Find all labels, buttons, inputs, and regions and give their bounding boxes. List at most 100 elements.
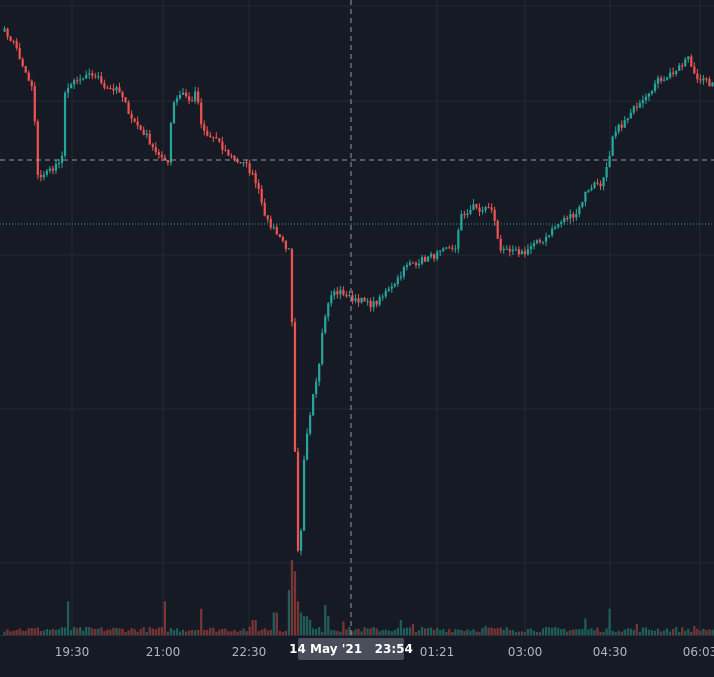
volume-bar bbox=[520, 631, 523, 635]
candle-body bbox=[348, 295, 351, 297]
candle-body bbox=[245, 162, 248, 164]
time-axis[interactable]: 19:30 21:00 22:30 01:21 03:00 04:30 06:03 bbox=[55, 645, 714, 659]
candle-body bbox=[327, 303, 330, 317]
candle-body bbox=[593, 182, 596, 189]
candle-body bbox=[187, 96, 191, 101]
candle-body bbox=[48, 168, 52, 171]
volume-bar bbox=[66, 601, 70, 635]
candle-body bbox=[472, 204, 475, 211]
volume-bar bbox=[632, 629, 635, 635]
candle-body bbox=[6, 28, 9, 37]
volume-bar bbox=[620, 631, 623, 635]
volume-bar bbox=[635, 623, 638, 635]
volume-bar bbox=[638, 631, 641, 635]
candle-body bbox=[578, 206, 581, 214]
candle-body bbox=[27, 72, 30, 81]
volume-bar bbox=[420, 626, 424, 635]
candle-body bbox=[560, 222, 563, 225]
candle-body bbox=[632, 106, 635, 113]
volume-bar bbox=[372, 627, 375, 635]
volume-bar bbox=[172, 630, 176, 635]
volume-bar bbox=[302, 616, 306, 635]
candle-body bbox=[372, 301, 375, 308]
candle-body bbox=[54, 163, 58, 171]
volume-bar bbox=[614, 631, 617, 635]
candle-body bbox=[133, 118, 136, 122]
volume-bar bbox=[560, 629, 563, 635]
volume-bar bbox=[251, 620, 254, 635]
volume-bar bbox=[693, 626, 696, 635]
candle-body bbox=[315, 381, 318, 395]
candle-body bbox=[85, 74, 88, 79]
volume-bar bbox=[24, 630, 27, 635]
candle-body bbox=[221, 141, 224, 150]
candle-body bbox=[12, 41, 15, 43]
candle-body bbox=[178, 94, 182, 99]
volume-bar bbox=[136, 631, 139, 635]
volume-bar bbox=[296, 601, 300, 635]
volume-bar bbox=[650, 630, 654, 635]
candle-body bbox=[293, 322, 297, 452]
candle-body bbox=[369, 301, 372, 308]
crosshair-time-label: 14 May '21 23:54 bbox=[289, 638, 413, 660]
candle-body bbox=[475, 204, 478, 208]
volume-bar bbox=[308, 620, 312, 635]
volume-bar bbox=[402, 628, 406, 635]
volume-bar bbox=[393, 629, 396, 635]
volume-bar bbox=[684, 630, 687, 635]
candle-body bbox=[272, 227, 275, 229]
volume-bar bbox=[442, 629, 445, 635]
candle-body bbox=[263, 202, 266, 216]
candle-body bbox=[481, 210, 484, 212]
candle-body bbox=[502, 248, 505, 251]
candle-body bbox=[451, 247, 454, 249]
candle-body bbox=[399, 276, 402, 278]
volume-bar bbox=[363, 627, 366, 635]
volume-bar bbox=[445, 631, 448, 635]
volume-bar bbox=[572, 629, 575, 635]
volume-bar bbox=[711, 629, 714, 635]
candle-body bbox=[157, 152, 160, 155]
volume-bar bbox=[169, 628, 173, 635]
volume-bar bbox=[82, 630, 85, 635]
volume-bar bbox=[602, 631, 605, 635]
volume-bar bbox=[626, 628, 629, 635]
candle-body bbox=[496, 220, 499, 239]
volume-bar bbox=[408, 627, 412, 635]
candle-body bbox=[493, 209, 496, 221]
volume-bar bbox=[203, 629, 206, 635]
candle-body bbox=[248, 163, 251, 174]
candle-body bbox=[112, 88, 115, 91]
volume-bar bbox=[396, 627, 399, 635]
volume-bar bbox=[569, 630, 572, 635]
volume-bar bbox=[548, 627, 551, 635]
candle-body bbox=[97, 76, 100, 78]
candle-body bbox=[575, 213, 578, 218]
volume-bar bbox=[514, 631, 517, 635]
candle-body bbox=[233, 155, 236, 160]
volume-bar bbox=[242, 628, 245, 635]
candle-body bbox=[184, 92, 188, 97]
candle-body bbox=[142, 129, 145, 136]
candle-body bbox=[430, 254, 433, 257]
candle-body bbox=[635, 106, 638, 108]
candle-body bbox=[76, 80, 79, 82]
volume-bar bbox=[508, 630, 511, 635]
candle-body bbox=[175, 98, 179, 103]
volume-bar bbox=[91, 628, 94, 635]
volume-bar bbox=[605, 628, 608, 635]
volume-bar bbox=[566, 631, 569, 635]
volume-bar bbox=[411, 623, 415, 635]
volume-bar bbox=[457, 629, 460, 635]
candle-body bbox=[224, 149, 227, 151]
volume-bar bbox=[263, 628, 266, 635]
candle-body bbox=[69, 84, 73, 89]
volume-bar bbox=[139, 629, 142, 635]
volume-bar bbox=[245, 631, 248, 635]
volume-bar bbox=[690, 631, 693, 635]
candle-body bbox=[36, 121, 39, 175]
candle-body bbox=[538, 240, 542, 242]
volume-bar bbox=[557, 628, 560, 635]
